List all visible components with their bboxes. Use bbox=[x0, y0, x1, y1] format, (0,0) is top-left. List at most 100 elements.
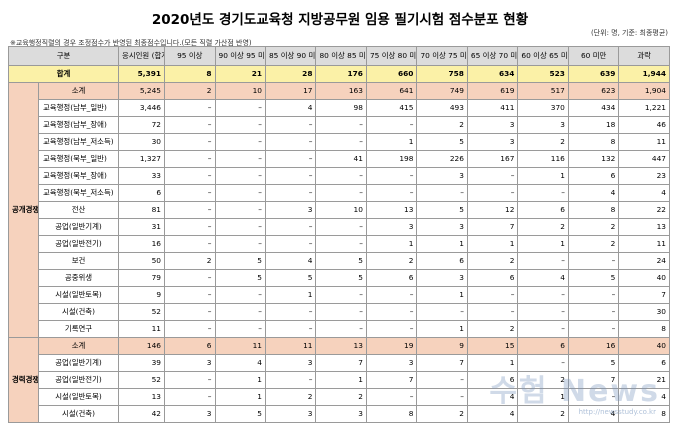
table-cell: 6 bbox=[365, 269, 418, 287]
table-row: 공업(일반전기) 16– – – –1 1 1 1 2 11 bbox=[9, 235, 670, 253]
table-cell: 12 bbox=[466, 201, 519, 219]
table-cell: 40 bbox=[618, 269, 670, 287]
table-cell: 3,446 bbox=[118, 99, 166, 117]
table-cell: 11 bbox=[264, 337, 317, 355]
row-label: 교육행정(북부_장애) bbox=[37, 167, 120, 185]
table-cell: – bbox=[264, 320, 317, 338]
table-cell: – bbox=[214, 218, 266, 236]
table-cell: 493 bbox=[416, 99, 468, 117]
table-cell: – bbox=[164, 167, 216, 185]
table-cell: 1,327 bbox=[118, 150, 166, 168]
table-cell: 1 bbox=[466, 235, 519, 253]
table-cell: – bbox=[214, 303, 266, 321]
table-cell: – bbox=[517, 252, 569, 270]
table-cell: 13 bbox=[618, 218, 670, 236]
table-cell: 6 bbox=[118, 184, 166, 202]
table-cell: 11 bbox=[214, 337, 266, 355]
table-cell: 2 bbox=[466, 252, 519, 270]
table-cell: 18 bbox=[567, 116, 620, 134]
table-row: 공업(일반기계) 31– – – –3 3 7 2 2 13 bbox=[9, 218, 670, 236]
total-cell: 523 bbox=[517, 65, 569, 83]
table-cell: 11 bbox=[618, 133, 670, 151]
total-cell: 176 bbox=[315, 65, 367, 83]
table-cell: – bbox=[164, 320, 216, 338]
table-cell: – bbox=[315, 235, 367, 253]
unit-note: (단위: 명, 기준: 최종평균) bbox=[590, 29, 668, 37]
row-label: 시설(일반토목) bbox=[37, 286, 120, 304]
group-label: 공개경쟁 bbox=[8, 82, 39, 338]
table-cell: 7 bbox=[315, 354, 367, 372]
table-cell: – bbox=[214, 150, 266, 168]
header-60-65: 60 이상 65 미만 bbox=[517, 46, 569, 66]
table-cell: – bbox=[164, 218, 216, 236]
watermark-logo: 수험 News bbox=[489, 374, 660, 409]
table-cell: – bbox=[466, 167, 519, 185]
subtotal-row: 경력경쟁 소계 146 6 11 11 13 19 9 15 6 16 40 bbox=[8, 337, 670, 423]
table-cell: – bbox=[164, 201, 216, 219]
table-cell: – bbox=[315, 184, 367, 202]
table-cell: 30 bbox=[618, 303, 670, 321]
table-row: 교육행정(남부_장애) 72– – – – –2 3 3 18 46 bbox=[9, 116, 670, 134]
table-cell: 19 bbox=[365, 337, 418, 355]
table-cell: 9 bbox=[416, 337, 468, 355]
table-cell: 1 bbox=[264, 286, 317, 304]
table-cell: 2 bbox=[164, 252, 216, 270]
table-cell: – bbox=[365, 184, 418, 202]
table-cell: 198 bbox=[365, 150, 418, 168]
header-90-95: 90 이상 95 미만 bbox=[214, 46, 266, 66]
table-cell: 72 bbox=[118, 116, 166, 134]
table-cell: 5 bbox=[416, 201, 468, 219]
row-label: 전산 bbox=[37, 201, 120, 219]
table-cell: – bbox=[264, 167, 317, 185]
total-cell: 8 bbox=[164, 65, 216, 83]
table-cell: – bbox=[214, 116, 266, 134]
watermark-url: http://newsstudy.co.kr bbox=[578, 408, 656, 416]
table-cell: 13 bbox=[118, 388, 166, 406]
total-cell: 634 bbox=[466, 65, 519, 83]
table-row: 기록연구 11– – – – –1 2– –8 bbox=[9, 320, 670, 338]
table-cell: 3 bbox=[264, 354, 317, 372]
table-cell: 10 bbox=[315, 201, 367, 219]
header-95-plus: 95 이상 bbox=[164, 46, 216, 66]
table-cell: 2 bbox=[517, 218, 569, 236]
table-cell: 5 bbox=[315, 252, 367, 270]
row-label: 교육행정(남부_일반) bbox=[37, 99, 120, 117]
table-cell: – bbox=[466, 303, 519, 321]
table-cell: 8 bbox=[567, 201, 620, 219]
table-cell: 6 bbox=[164, 337, 216, 355]
table-cell: 5 bbox=[264, 269, 317, 287]
table-cell: 52 bbox=[118, 303, 166, 321]
table-cell: – bbox=[164, 286, 216, 304]
total-cell: 1,944 bbox=[618, 65, 670, 83]
table-cell: 370 bbox=[517, 99, 569, 117]
table-cell: – bbox=[416, 371, 468, 389]
table-cell: 4 bbox=[264, 99, 317, 117]
table-cell: 1 bbox=[517, 235, 569, 253]
table-cell: – bbox=[264, 184, 317, 202]
table-cell: – bbox=[264, 303, 317, 321]
table-cell: 9 bbox=[118, 286, 166, 304]
header-row: 구분 응시인원 (합계) 95 이상 90 이상 95 미만 85 이상 90 … bbox=[7, 46, 670, 66]
header-65-70: 65 이상 70 미만 bbox=[466, 46, 519, 66]
header-under-60: 60 미만 bbox=[567, 46, 620, 66]
table-cell: 2 bbox=[164, 82, 216, 100]
table-cell: 163 bbox=[315, 82, 367, 100]
table-cell: 7 bbox=[466, 218, 519, 236]
table-cell: 98 bbox=[315, 99, 367, 117]
table-cell: 5 bbox=[315, 269, 367, 287]
total-cell: 660 bbox=[365, 65, 418, 83]
table-cell: 3 bbox=[466, 116, 519, 134]
table-cell: 2 bbox=[416, 116, 468, 134]
row-label: 공업(일반전기) bbox=[37, 371, 120, 389]
table-cell: 749 bbox=[416, 82, 468, 100]
table-cell: 81 bbox=[118, 201, 166, 219]
table-cell: – bbox=[164, 184, 216, 202]
table-cell: 5,245 bbox=[118, 82, 166, 100]
score-distribution-table: 구분 응시인원 (합계) 95 이상 90 이상 95 미만 85 이상 90 … bbox=[7, 46, 670, 423]
table-cell: 447 bbox=[618, 150, 670, 168]
table-cell: 16 bbox=[118, 235, 166, 253]
table-cell: – bbox=[214, 320, 266, 338]
table-cell: – bbox=[214, 286, 266, 304]
table-cell: 411 bbox=[466, 99, 519, 117]
table-cell: 24 bbox=[618, 252, 670, 270]
